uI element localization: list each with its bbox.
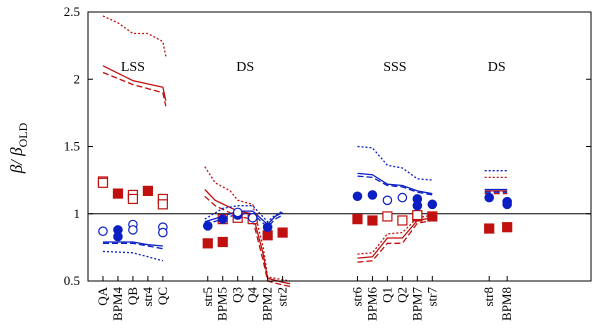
x-tick-label: str5 [200, 287, 215, 307]
data-point-square-open [397, 215, 408, 226]
data-point-circle-filled [202, 221, 213, 231]
x-tick-label: BPM6 [364, 287, 379, 321]
series-line-dashed [102, 71, 167, 107]
data-point-square-filled [112, 188, 124, 199]
series-line-dashed [103, 242, 164, 250]
data-point-square-open [382, 211, 393, 222]
x-axis: QA BPM4 QB str4 QC str5 BPM5 Q3 Q4 BPM2 str2 str6 BP… [95, 276, 514, 321]
x-tick-label: str7 [424, 287, 439, 307]
series-line-solid [102, 65, 167, 101]
region-label: DS [488, 60, 506, 75]
y-tick-label: 1 [74, 206, 81, 221]
data-point-square-filled [202, 238, 213, 249]
line-layer [88, 15, 591, 288]
data-point-circle-open [397, 192, 408, 203]
data-point-square-filled [262, 230, 273, 241]
x-tick-label: QC [155, 287, 170, 305]
x-tick-label: QB [125, 287, 140, 305]
data-point-circle-open [158, 227, 168, 238]
data-point-circle-filled [502, 199, 512, 210]
x-tick-label: BPM4 [110, 287, 125, 321]
x-tick-label: str6 [349, 287, 364, 307]
data-point-square-filled [484, 223, 495, 234]
data-point-square-open [97, 177, 109, 188]
series-line-dashed [357, 175, 433, 196]
x-tick-label: str8 [481, 287, 496, 307]
x-tick-label: Q1 [379, 287, 394, 303]
x-tick-label: str4 [140, 287, 155, 307]
plot-frame [87, 11, 592, 282]
data-point-circle-filled [412, 200, 423, 211]
y-tick-label: 2 [74, 71, 81, 86]
data-point-circle-filled [484, 192, 495, 203]
series-line-solid [357, 172, 433, 195]
y-axis-title-sub: OLD [16, 122, 30, 147]
data-point-circle-filled [427, 199, 438, 210]
series-line-dashed [357, 219, 433, 263]
y-tick-label: 1.5 [64, 139, 80, 154]
y-axis-title-main: β/ β [7, 147, 26, 174]
series-line-dotted [102, 250, 164, 262]
data-point-circle-open [232, 207, 243, 218]
data-point-square-filled [277, 227, 288, 238]
data-point-square-filled [502, 222, 513, 233]
data-point-circle-open [382, 195, 393, 206]
series-line-dotted [204, 205, 283, 223]
y-axis-title: β/ βOLD [7, 122, 30, 174]
data-point-circle-open [247, 212, 258, 223]
series-line-dotted [357, 145, 433, 181]
series-line-solid [204, 189, 291, 285]
data-point-circle-open [128, 225, 138, 235]
x-tick-label: str2 [275, 287, 290, 307]
series-line-dotted [102, 15, 167, 57]
series-line-dashed [204, 195, 291, 288]
region-label: DS [236, 60, 254, 75]
data-point-square-filled [367, 215, 378, 226]
y-axis: 0.5 1 1.5 2 2.5 [64, 4, 591, 288]
data-point-square-filled [352, 214, 363, 225]
data-point-circle-filled [367, 190, 378, 200]
x-tick-label: BPM7 [409, 287, 424, 321]
data-point-square-open [127, 193, 139, 205]
data-point-square-filled [217, 236, 228, 248]
y-tick-label: 0.5 [64, 273, 80, 288]
region-label: SSS [383, 60, 406, 75]
x-tick-label: Q3 [230, 287, 245, 303]
region-label: LSS [121, 60, 145, 75]
region-labels: LSS DS SSS DS [121, 60, 506, 75]
data-point-circle-filled [352, 191, 363, 202]
data-point-square-filled [427, 211, 438, 222]
data-point-square-open [412, 209, 423, 221]
y-tick-label: 2.5 [64, 4, 80, 19]
series-line-dotted [204, 166, 291, 282]
x-tick-label: BPM8 [499, 287, 514, 321]
x-tick-label: QA [95, 286, 110, 305]
data-point-circle-open [98, 226, 108, 237]
x-tick-label: Q2 [394, 287, 409, 303]
data-point-circle-filled [262, 222, 273, 232]
data-point-circle-filled [217, 214, 228, 224]
series-line-solid [103, 241, 163, 247]
x-tick-label: BPM5 [215, 287, 230, 321]
data-point-square-open [157, 199, 168, 210]
marker-layer [97, 176, 513, 249]
x-tick-label: Q4 [245, 287, 260, 303]
data-point-circle-filled [113, 231, 123, 242]
x-tick-label: BPM2 [260, 287, 275, 321]
data-point-square-filled [142, 185, 153, 196]
